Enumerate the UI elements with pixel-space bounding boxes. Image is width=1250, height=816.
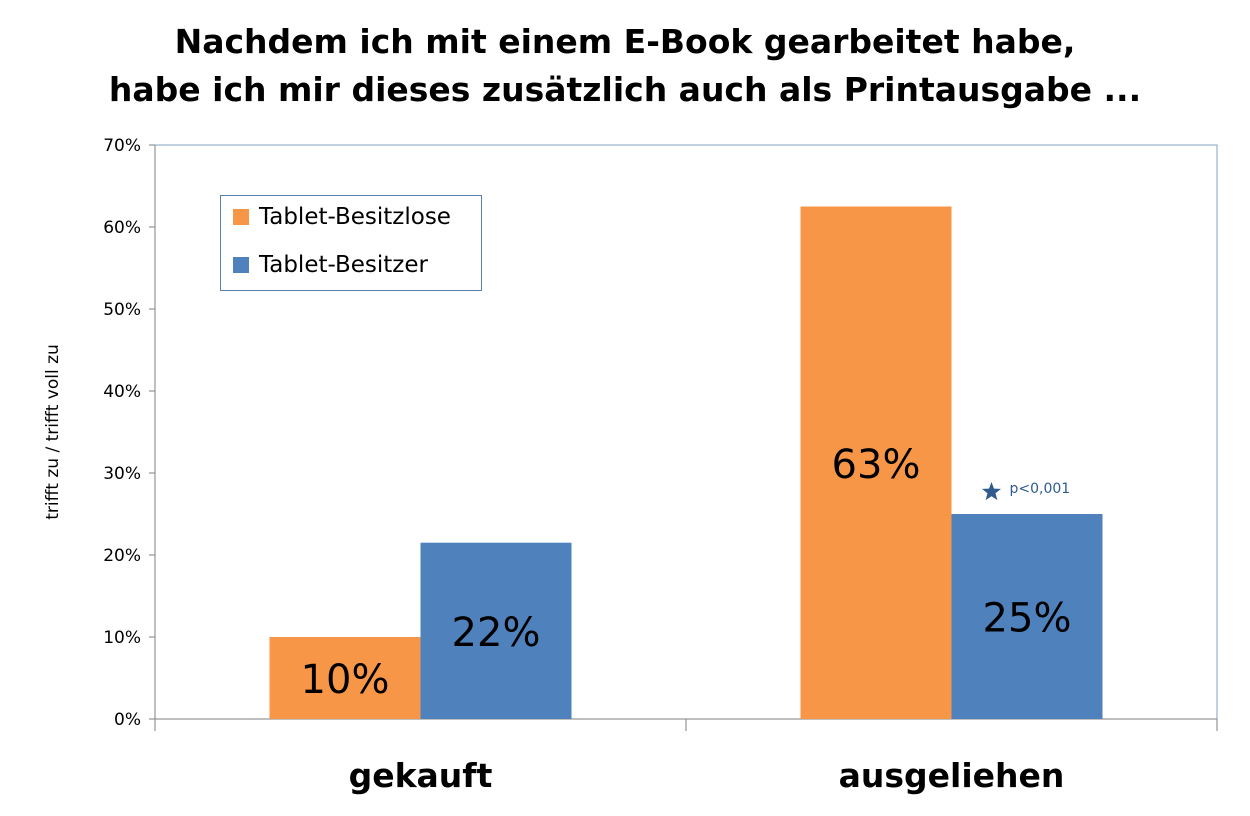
star-icon: [981, 482, 1002, 501]
legend-swatch-besitzer: [233, 257, 249, 273]
legend: Tablet-Besitzlose Tablet-Besitzer: [220, 195, 482, 291]
chart-title: Nachdem ich mit einem E-Book gearbeitet …: [0, 18, 1250, 114]
legend-label-besitzlose: Tablet-Besitzlose: [259, 204, 451, 230]
bar-0-1: [800, 206, 952, 719]
legend-label-besitzer: Tablet-Besitzer: [259, 252, 428, 278]
x-category-label: gekauft: [349, 756, 493, 795]
data-label-1-0: 22%: [452, 610, 541, 656]
data-label-0-1: 63%: [832, 442, 921, 488]
y-tick-label: 50%: [103, 300, 141, 320]
y-tick-label: 30%: [103, 464, 141, 484]
data-label-0-0: 10%: [301, 657, 390, 703]
x-category-label: ausgeliehen: [839, 756, 1065, 795]
data-label-1-1: 25%: [983, 596, 1072, 642]
y-tick-label: 40%: [103, 382, 141, 402]
y-tick-label: 0%: [114, 710, 141, 730]
chart-title-line-1: Nachdem ich mit einem E-Book gearbeitet …: [174, 22, 1076, 61]
y-tick-label: 70%: [103, 136, 141, 156]
bar-1-0: [420, 542, 572, 719]
bar-0-0: [269, 637, 421, 719]
bar-1-1: [951, 514, 1103, 719]
y-tick-label: 60%: [103, 218, 141, 238]
y-tick-label: 20%: [103, 546, 141, 566]
legend-item-besitzer: Tablet-Besitzer: [233, 252, 428, 278]
significance-annotation: p<0,001: [1010, 481, 1071, 497]
legend-swatch-besitzlose: [233, 209, 249, 225]
y-axis-label: trifft zu / trifft voll zu: [43, 344, 63, 520]
legend-item-besitzlose: Tablet-Besitzlose: [233, 204, 451, 230]
chart-title-line-2: habe ich mir dieses zusätzlich auch als …: [108, 70, 1142, 109]
y-tick-label: 10%: [103, 628, 141, 648]
